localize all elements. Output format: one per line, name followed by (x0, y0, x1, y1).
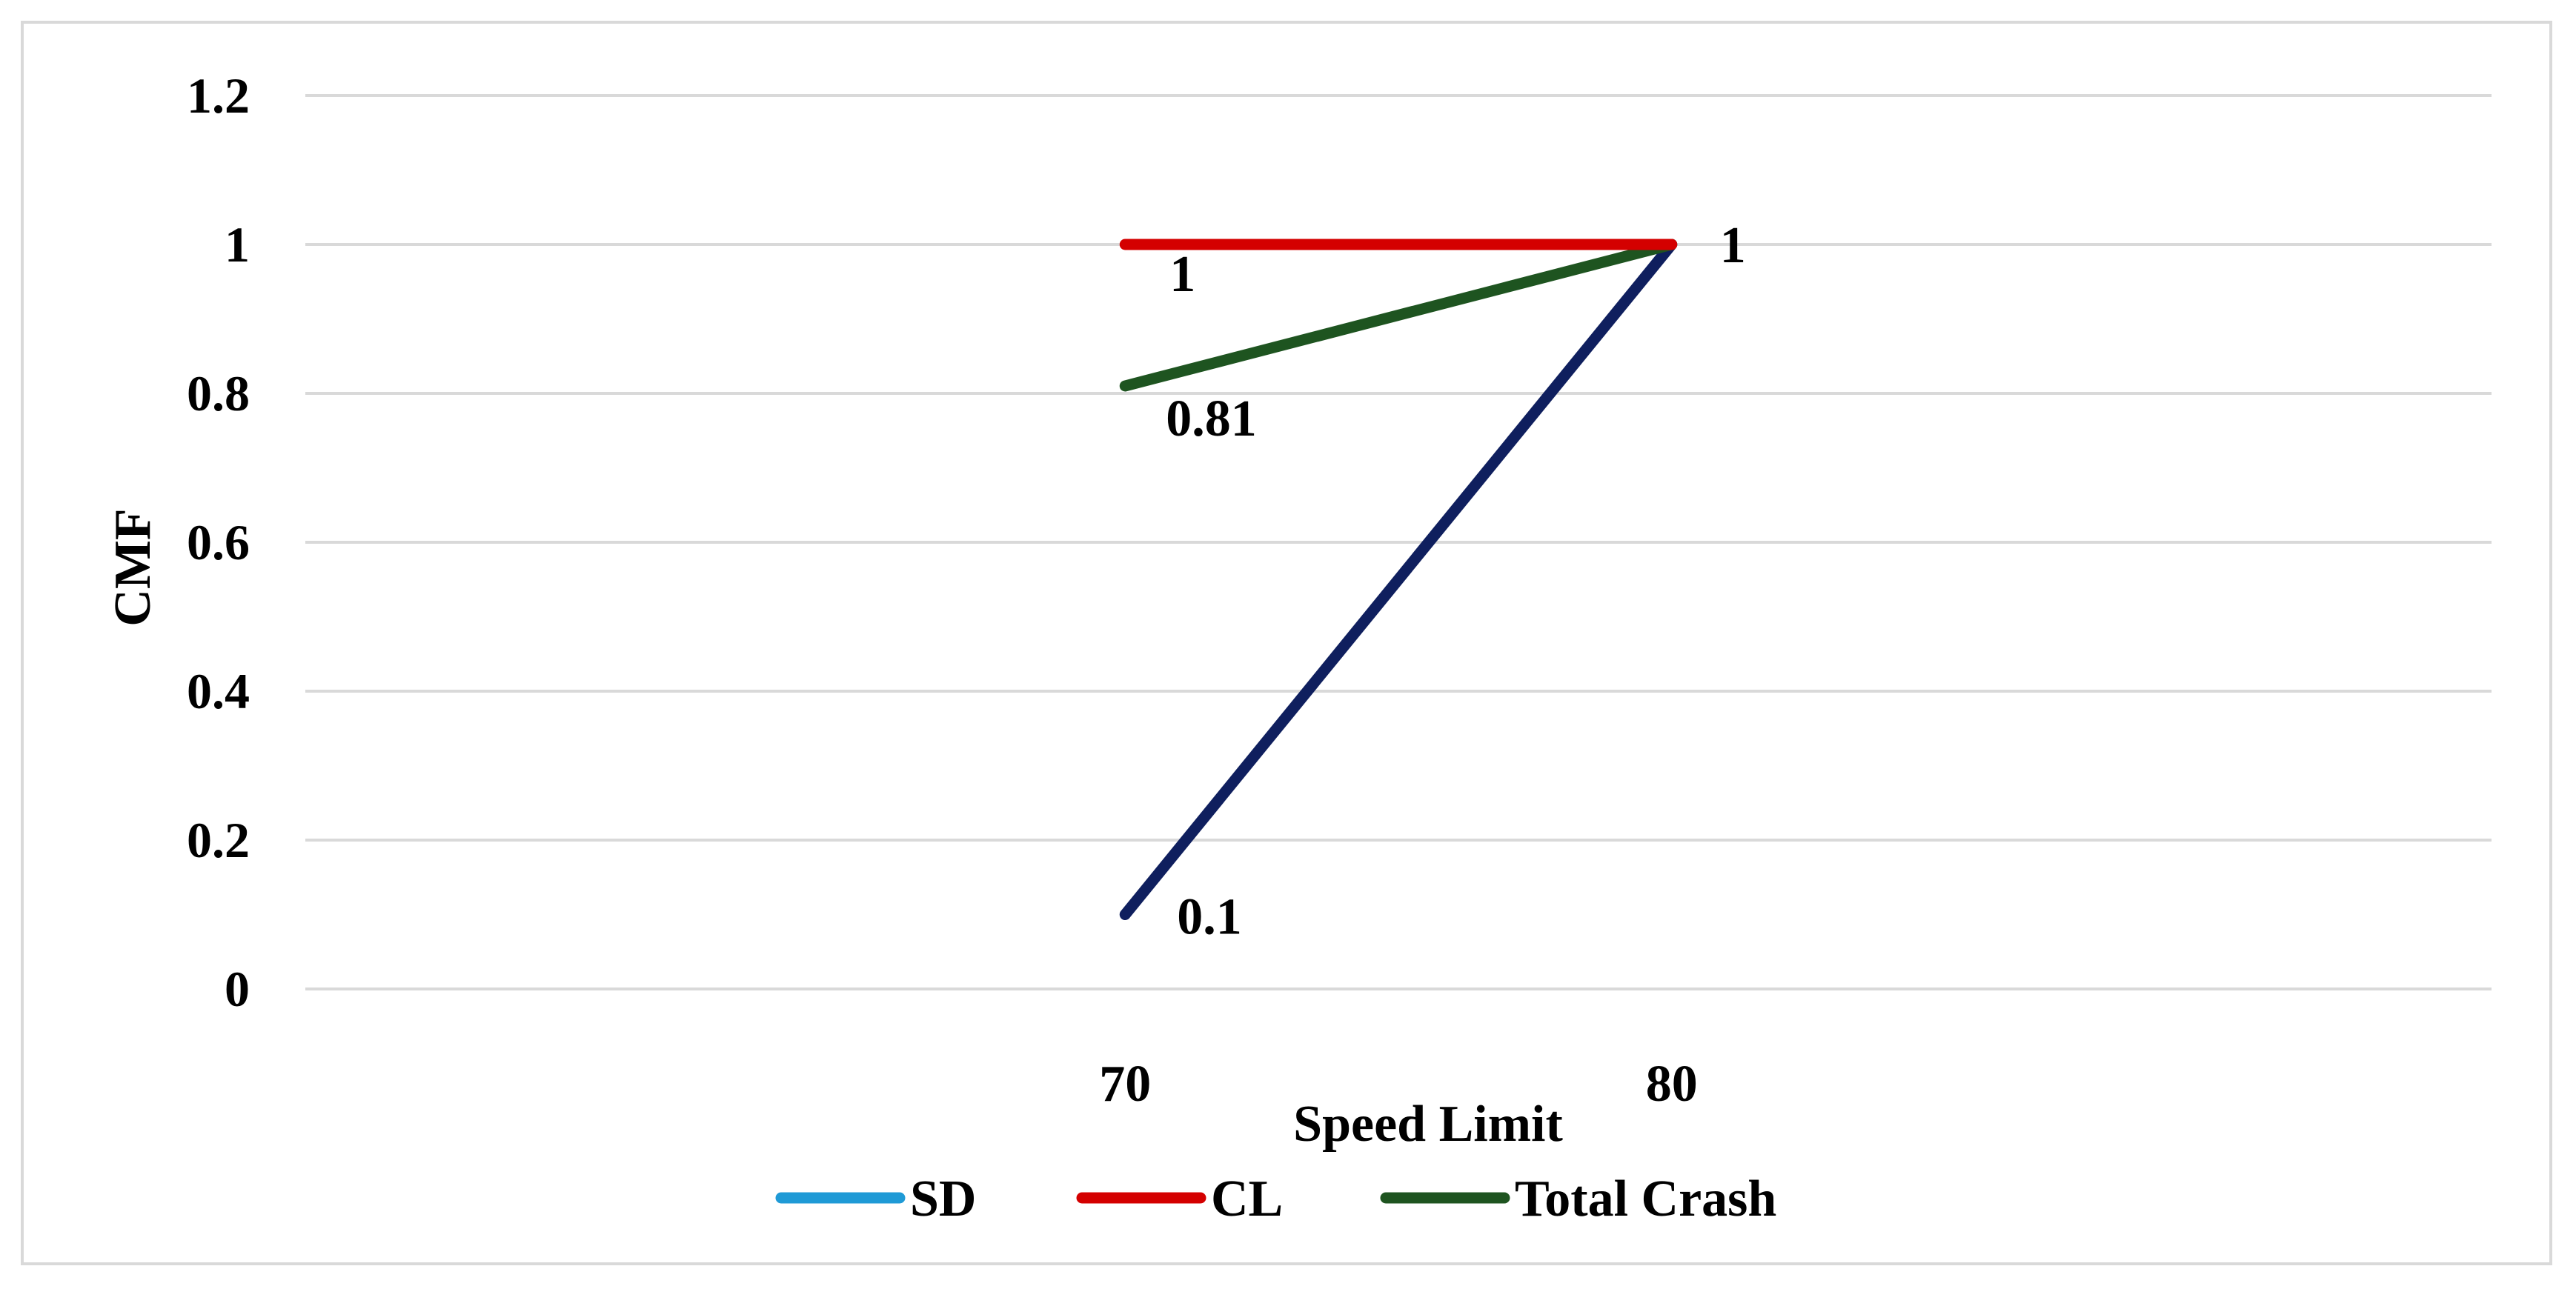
x-tick-label: 80 (1646, 1056, 1698, 1113)
y-tick-label: 1 (225, 216, 250, 273)
legend-label: CL (1211, 1170, 1283, 1228)
series-line-sd (1119, 239, 1678, 920)
y-tick-label: 1.2 (187, 67, 250, 124)
data-label: 1 (1169, 246, 1195, 303)
gridlines (305, 94, 2492, 990)
legend-label: SD (910, 1170, 976, 1228)
y-tick-label: 0 (225, 961, 250, 1017)
data-label: 1 (1720, 217, 1746, 274)
line-chart: 00.20.40.60.811.2 70 80 0.110.811 CMF Spe… (104, 67, 2492, 1228)
series-line-total-crash (1119, 239, 1678, 392)
chart-frame: 0 0.2 0.4 0.6 0.8 1 1.2 70 80 0.1 1 0.81 1 CMF Spe… (21, 21, 2552, 1265)
y-tick-label: 0.8 (187, 365, 250, 422)
legend-label: Total Crash (1515, 1170, 1776, 1228)
data-labels: 0.1 1 0.81 1 (1166, 217, 1746, 946)
x-axis-ticks: 70 80 (1099, 1056, 1698, 1113)
data-label: 0.81 (1166, 390, 1257, 447)
y-tick-label: 0.4 (187, 663, 250, 719)
x-axis-title: Speed Limit (1293, 1096, 1563, 1153)
data-label: 0.1 (1177, 889, 1242, 946)
y-tick-label: 0.2 (187, 812, 250, 868)
legend: SD CL Total Crash (775, 1170, 1776, 1228)
x-tick-label: 70 (1099, 1056, 1151, 1113)
y-tick-label: 0.6 (187, 514, 250, 570)
y-axis-ticks: 0 0.2 0.4 0.6 0.8 1 1.2 (187, 67, 250, 1017)
series-lines (1119, 239, 1678, 920)
y-axis-title: CMF (104, 508, 162, 626)
